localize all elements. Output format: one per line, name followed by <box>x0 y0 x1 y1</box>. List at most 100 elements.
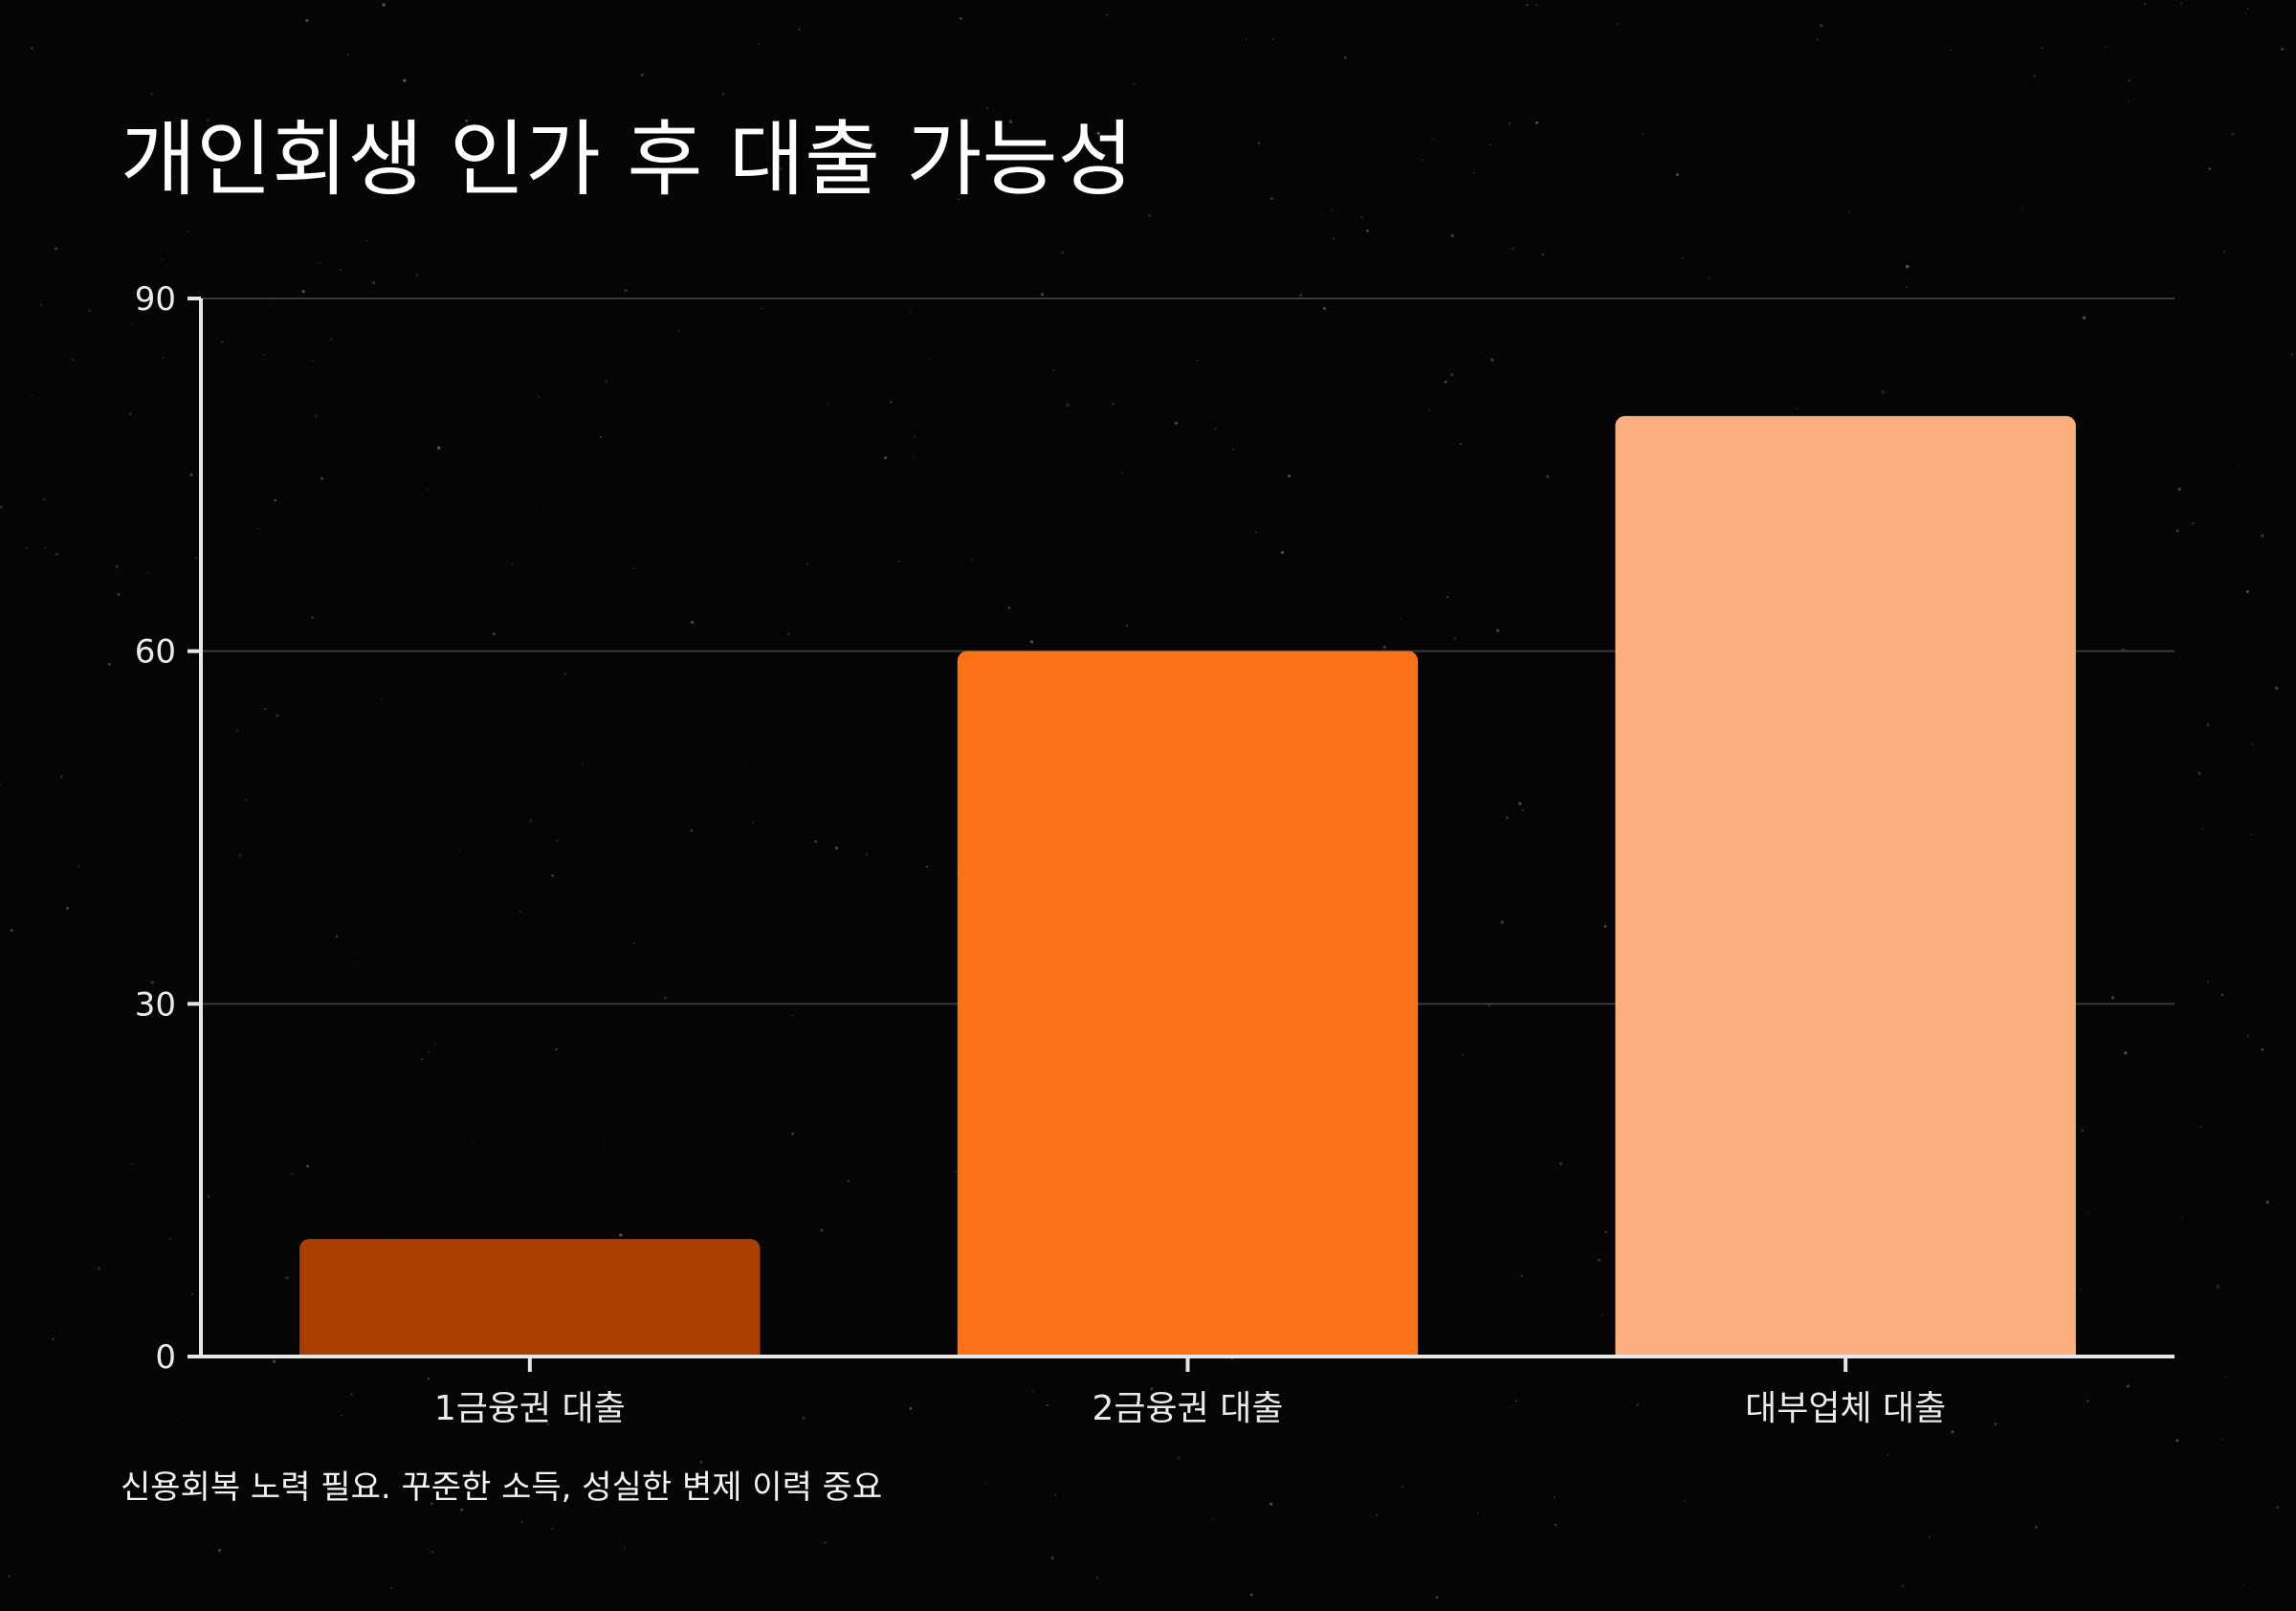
star-dot <box>866 1484 870 1488</box>
star-dot <box>189 473 193 476</box>
star-dot <box>925 865 929 868</box>
star-dot <box>2127 78 2130 82</box>
star-dot <box>1333 237 1336 240</box>
star-dot <box>1255 531 1257 534</box>
star-dot <box>699 1461 703 1464</box>
star-dot <box>884 456 888 460</box>
star-dot <box>912 434 916 438</box>
star-dot <box>1040 293 1045 297</box>
star-dot <box>1601 1314 1603 1316</box>
star-dot <box>601 1512 603 1514</box>
star-dot <box>960 17 962 20</box>
star-dot <box>971 559 973 562</box>
star-dot <box>2250 833 2253 836</box>
star-dot <box>320 476 323 480</box>
star-dot <box>1061 251 1064 254</box>
star-dot <box>664 996 667 1000</box>
star-dot <box>1422 159 1424 162</box>
star-dot <box>460 1508 464 1512</box>
star-dot <box>1121 472 1123 474</box>
star-dot <box>733 1474 736 1477</box>
star-dot <box>1196 359 1199 362</box>
star-dot <box>150 981 154 984</box>
star-dot <box>174 175 176 178</box>
star-dot <box>2265 1201 2269 1204</box>
star-dot <box>2111 996 2115 1000</box>
star-dot <box>1511 247 1514 250</box>
star-dot <box>1476 1512 1479 1514</box>
star-dot <box>427 489 429 491</box>
star-dot <box>1881 390 1886 394</box>
star-dot <box>190 1292 193 1295</box>
star-dot <box>535 507 538 509</box>
star-dot <box>583 159 585 161</box>
star-dot <box>1008 120 1013 123</box>
star-dot <box>1270 197 1273 200</box>
star-dot <box>263 354 265 356</box>
star-dot <box>909 310 913 313</box>
star-dot <box>31 47 33 50</box>
star-dot <box>986 107 988 109</box>
star-dot <box>1133 82 1136 85</box>
star-dot <box>611 1539 613 1542</box>
star-dot <box>985 1482 987 1485</box>
star-dot <box>520 1521 523 1524</box>
star-dot <box>1322 306 1326 310</box>
star-dot <box>386 59 388 61</box>
star-dot <box>897 561 900 563</box>
star-dot <box>273 1359 276 1363</box>
star-dot <box>2021 207 2023 210</box>
star-dot <box>340 268 342 271</box>
star-dot <box>1050 1556 1054 1560</box>
star-dot <box>2231 132 2235 136</box>
star-dot <box>2207 980 2209 982</box>
star-dot <box>537 395 541 398</box>
star-dot <box>1150 1387 1154 1391</box>
star-dot <box>2225 1376 2227 1378</box>
star-dot <box>632 566 635 569</box>
star-dot <box>2175 1439 2179 1443</box>
star-dot <box>709 760 712 762</box>
star-dot <box>2222 251 2226 254</box>
star-dot <box>1257 142 1261 145</box>
star-dot <box>1820 24 1823 28</box>
star-dot <box>1446 596 1449 599</box>
star-dot <box>44 546 46 549</box>
star-dot <box>1603 925 1607 928</box>
star-dot <box>66 906 69 910</box>
star-dot <box>1905 286 1908 289</box>
star-dot <box>1558 1161 1563 1166</box>
star-dot <box>1431 138 1434 141</box>
star-dot <box>2177 487 2181 491</box>
star-dot <box>1427 408 1430 411</box>
star-dot <box>954 1170 957 1173</box>
star-dot <box>2081 1128 2085 1133</box>
star-dot <box>2124 1051 2128 1055</box>
star-dot <box>1269 1502 1273 1506</box>
star-dot <box>217 1548 222 1553</box>
star-dot <box>1796 407 1799 409</box>
star-dot <box>1281 551 1284 554</box>
star-dot <box>779 166 783 170</box>
y-axis-ticks: 0 30 60 90 <box>135 280 201 1377</box>
star-dot <box>2175 529 2179 533</box>
star-dot <box>519 910 522 913</box>
star-dot <box>341 1414 342 1417</box>
star-dot <box>2252 743 2254 745</box>
star-dot <box>1245 38 1247 41</box>
star-dot <box>1402 1486 1403 1489</box>
star-dot <box>116 565 119 568</box>
star-dot <box>581 762 584 765</box>
star-dot <box>382 3 386 7</box>
star-dot <box>1450 373 1454 377</box>
star-dot <box>2199 1126 2202 1129</box>
star-dot <box>1928 1535 1931 1538</box>
star-dot <box>1360 216 1363 219</box>
star-dot <box>314 414 318 418</box>
star-dot <box>1422 229 1424 231</box>
star-dot <box>2035 1526 2038 1529</box>
star-dot <box>2033 75 2037 77</box>
star-dot <box>30 394 33 396</box>
star-dot <box>1508 121 1512 125</box>
